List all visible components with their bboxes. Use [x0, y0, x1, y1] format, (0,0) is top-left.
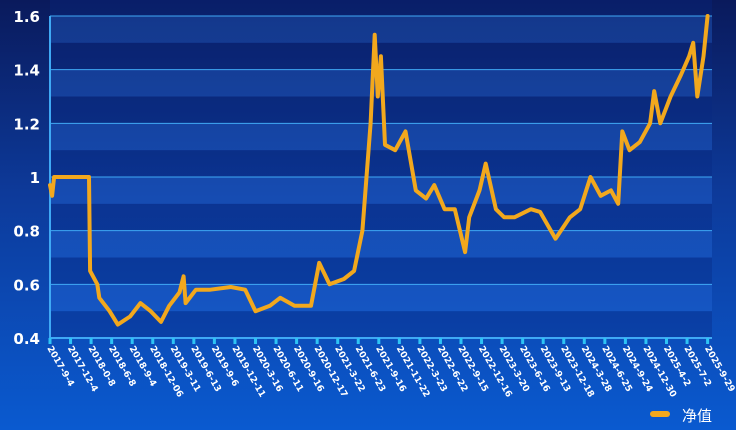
x-tick: [336, 338, 340, 344]
y-tick-label: 0.4: [13, 330, 40, 348]
x-tick: [315, 338, 319, 344]
x-tick: [69, 338, 73, 344]
x-tick: [582, 338, 586, 344]
x-tick: [685, 338, 689, 344]
x-tick: [377, 338, 381, 344]
y-tick-label: 1.2: [13, 115, 40, 133]
grid-band: [50, 230, 712, 258]
x-tick: [171, 338, 175, 344]
x-tick: [562, 338, 566, 344]
x-tick: [48, 338, 52, 344]
series-layer: [48, 14, 710, 327]
y-tick-label: 1.6: [13, 8, 40, 26]
x-tick: [603, 338, 607, 344]
y-tick-label: 1: [30, 169, 40, 187]
x-tick: [233, 338, 237, 344]
x-tick: [500, 338, 504, 344]
x-tick: [521, 338, 525, 344]
x-tick: [295, 338, 299, 344]
grid-band: [50, 203, 712, 231]
x-tick: [130, 338, 134, 344]
x-tick: [397, 338, 401, 344]
x-tick: [665, 338, 668, 344]
x-tick: [254, 338, 257, 344]
y-tick-label: 1.4: [13, 62, 40, 80]
legend-swatch: [650, 411, 670, 417]
grid-band: [50, 284, 712, 312]
x-tick: [274, 338, 278, 344]
grid-band: [50, 311, 712, 338]
grid-band: [50, 257, 712, 285]
grid-band: [50, 123, 712, 151]
x-tick: [480, 338, 484, 344]
grid-bands: [50, 0, 712, 338]
x-tick: [706, 338, 710, 344]
grid-band: [50, 0, 712, 16]
x-tick: [356, 338, 360, 344]
x-axis: 2017-9-42017-12-42018-0-82018-6-82018-9-…: [44, 337, 736, 399]
x-tick: [418, 338, 422, 344]
x-tick: [212, 338, 216, 344]
x-tick: [151, 338, 155, 344]
x-tick: [89, 338, 93, 344]
grid-band: [50, 177, 712, 204]
x-tick: [192, 338, 196, 344]
x-tick: [541, 338, 545, 344]
x-tick: [644, 338, 648, 344]
x-tick: [438, 338, 442, 344]
grid-band: [50, 150, 712, 177]
legend-label: 净值: [682, 407, 712, 425]
x-tick: [623, 338, 627, 344]
legend: 净值: [650, 407, 712, 425]
y-tick-label: 0.8: [13, 223, 40, 241]
series-line: [48, 14, 710, 327]
x-tick: [110, 338, 114, 344]
grid-band: [50, 16, 712, 43]
x-tick: [459, 338, 463, 344]
y-tick-label: 0.6: [13, 276, 40, 294]
